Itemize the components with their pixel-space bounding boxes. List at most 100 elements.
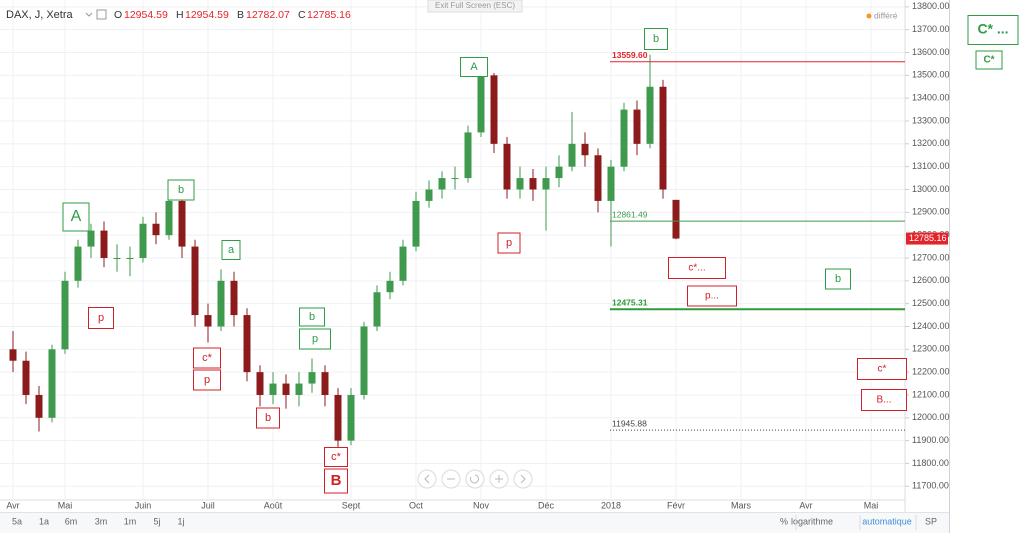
y-tick-label: 13000.00 [912, 184, 950, 194]
y-tick-label: 11800.00 [912, 458, 949, 468]
candle-body [87, 230, 95, 247]
annotation-box [299, 328, 331, 350]
x-tick-label: Févr [667, 500, 685, 510]
candle-body [152, 223, 160, 236]
range-button[interactable]: 1a [39, 516, 49, 526]
candle-body [464, 132, 472, 179]
exit-fullscreen-label: Exit Full Screen (ESC) [435, 1, 515, 10]
annotation-box [857, 358, 907, 380]
candle-body [555, 166, 563, 179]
candle-body [399, 246, 407, 281]
candle-body [61, 280, 69, 350]
range-button[interactable]: 1m [124, 516, 137, 526]
x-tick-label: Mai [58, 500, 73, 510]
candle-body [490, 75, 498, 144]
range-button[interactable]: 1j [177, 516, 184, 526]
annotation-label: b [265, 412, 271, 424]
candle-body [646, 86, 654, 144]
toolbar-items: 5a 1a 6m 3m 1m 5j 1j% logarithme automatique SP [12, 515, 937, 530]
candle-body [22, 360, 30, 395]
y-tick-label: 12200.00 [912, 367, 950, 377]
candle-body [568, 143, 576, 167]
annotation-box [644, 28, 668, 50]
option-button[interactable]: SP [925, 516, 937, 526]
annotation-box [460, 57, 488, 77]
grid [0, 0, 909, 500]
x-tick-label: Oct [409, 500, 424, 510]
candle-body [308, 372, 316, 384]
candle-body [256, 372, 264, 395]
ohlc-value: 12954.59 [124, 9, 168, 21]
dropdown-icon[interactable] [85, 12, 93, 17]
candle-body [334, 394, 342, 441]
annotation-box [88, 307, 114, 329]
candle-body [295, 383, 303, 395]
candle-body [230, 280, 238, 316]
y-tick-label: 13800.00 [912, 1, 950, 11]
candle-body [425, 189, 433, 201]
y-tick-label: 12000.00 [912, 412, 950, 422]
scroll-left-button[interactable] [417, 469, 437, 489]
compare-icon[interactable] [96, 9, 107, 20]
annotation-label: p... [705, 291, 719, 302]
candle-body [607, 166, 615, 201]
annotation-label: a [228, 244, 235, 256]
ohlc-key: O [114, 9, 122, 21]
reset-button[interactable] [465, 469, 485, 489]
candle-body [165, 200, 173, 236]
annotation-box [975, 50, 1003, 70]
annotation-box [299, 307, 325, 327]
annotation-box [497, 232, 521, 254]
last-price-tag [906, 232, 948, 245]
y-tick-label: 13600.00 [912, 47, 950, 57]
candle-body [516, 178, 524, 190]
scroll-right-button[interactable] [513, 469, 533, 489]
range-button[interactable]: 6m [65, 516, 78, 526]
x-tick-label: Nov [473, 500, 490, 510]
y-tick-label: 11700.00 [912, 481, 949, 491]
range-button[interactable]: 3m [95, 516, 108, 526]
y-tick-label: 11900.00 [912, 435, 949, 445]
annotation-box [825, 268, 851, 290]
candle-body [9, 349, 17, 361]
exit-fullscreen-button[interactable] [427, 0, 523, 13]
last-price-label: 12785.16 [909, 233, 947, 243]
candle-body [386, 280, 394, 293]
candle-body [321, 372, 329, 395]
y-tick-label: 13200.00 [912, 138, 950, 148]
candle-body [360, 326, 368, 395]
option-button[interactable]: automatique [862, 516, 912, 526]
x-tick-label: Juin [135, 500, 152, 510]
level-label: 12475.31 [612, 298, 648, 308]
annotation-box [193, 369, 221, 391]
annotation-label: b [178, 184, 184, 196]
nav-buttons [417, 469, 533, 489]
option-button[interactable]: % [780, 516, 788, 526]
x-tick-label: Avr [6, 500, 19, 510]
y-tick-label: 12300.00 [912, 344, 950, 354]
ohlc-value: 12785.16 [307, 9, 351, 21]
candle-body [243, 315, 251, 373]
candle-body [113, 257, 121, 259]
annotation-label: c*... [688, 263, 705, 274]
option-button[interactable]: logarithme [791, 516, 833, 526]
range-button[interactable]: 5j [153, 516, 160, 526]
y-tick-label: 12700.00 [912, 252, 950, 262]
range-button[interactable]: 5a [12, 516, 22, 526]
candle-body [633, 109, 641, 144]
annotation-label: B... [876, 395, 891, 406]
delayed-dot [866, 13, 872, 19]
y-tick-label: 13400.00 [912, 93, 950, 103]
ohlc-key: B [237, 9, 244, 21]
annotation-box [668, 257, 726, 279]
annotation-box [324, 468, 348, 494]
x-tick-label: Avr [799, 500, 812, 510]
x-tick-label: Mai [864, 500, 879, 510]
x-tick-label: Août [264, 500, 283, 510]
symbol: DAX, J, Xetra [6, 9, 74, 21]
candle-body [139, 223, 147, 258]
toolbar [0, 512, 949, 533]
y-tick-label: 13300.00 [912, 115, 950, 125]
